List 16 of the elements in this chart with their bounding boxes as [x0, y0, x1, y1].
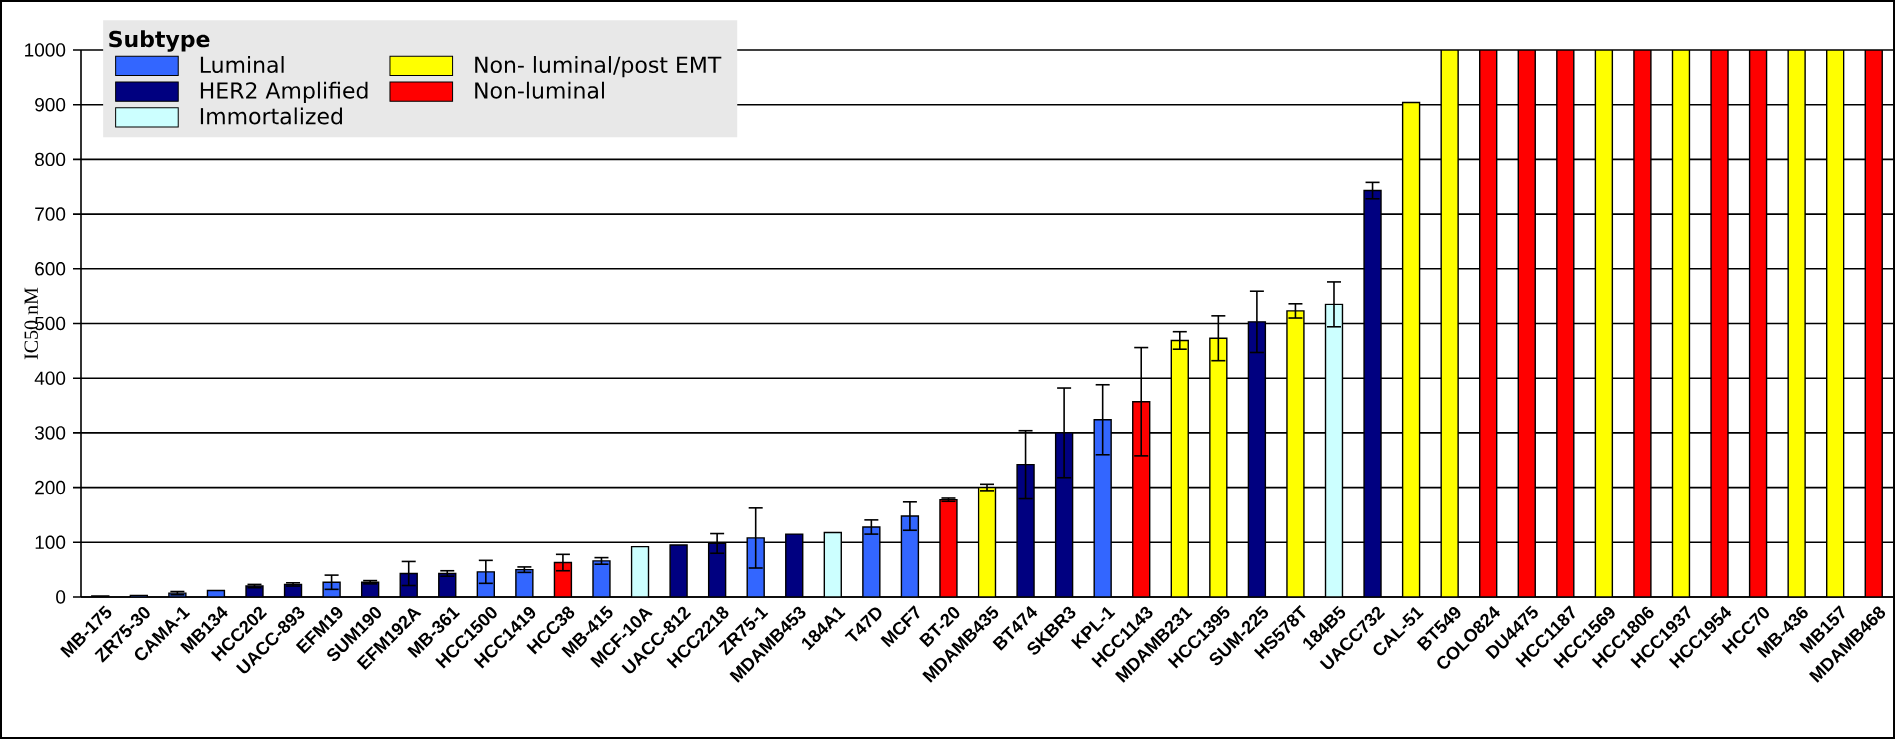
y-tick-label: 100	[35, 535, 66, 550]
legend-label: Immortalized	[200, 107, 342, 125]
legend-title: Subtype	[109, 30, 210, 52]
y-tick-label: 400	[34, 371, 66, 385]
legend-label: Non- luminal/post EMT	[475, 56, 722, 78]
y-tick-label: 900	[35, 97, 66, 112]
y-tick-label: 1000	[25, 43, 66, 57]
legend-label: Luminal	[200, 56, 284, 74]
y-tick-label: 300	[34, 426, 66, 440]
legend-label: HER2 Amplified	[200, 81, 368, 104]
y-tick-label: 800	[35, 152, 66, 167]
y-tick-label: 200	[35, 480, 66, 495]
legend-label: Non-luminal	[475, 81, 604, 99]
y-tick-label: 600	[35, 262, 66, 276]
y-tick-label: 0	[56, 590, 66, 604]
y-tick-label: 700	[35, 207, 66, 221]
